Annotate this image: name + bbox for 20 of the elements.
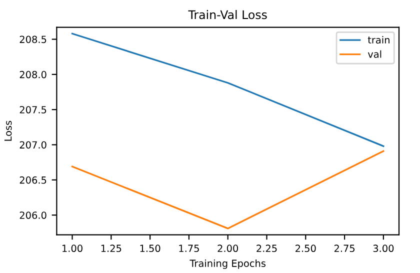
y-tick-label: 207.5 — [20, 106, 46, 114]
x-tick-label: 3.00 — [373, 244, 394, 252]
y-tick-label: 207.0 — [20, 141, 46, 149]
chart-title: Train-Val Loss — [188, 10, 267, 20]
x-tick-label: 1.50 — [140, 244, 160, 252]
y-tick-label: 206.5 — [20, 176, 46, 184]
x-axis-title: Training Epochs — [190, 259, 266, 269]
x-tick-label: 1.00 — [62, 244, 82, 252]
x-tick-label: 2.25 — [256, 244, 277, 252]
x-tick-label: 2.50 — [296, 244, 316, 252]
x-tick-label: 1.75 — [179, 244, 199, 252]
legend-label: val — [368, 50, 382, 58]
y-tick-label: 206.0 — [20, 212, 46, 219]
y-axis-title: Loss — [4, 120, 12, 141]
y-tick-label: 208.5 — [20, 36, 46, 44]
x-tick-label: 1.25 — [101, 244, 122, 252]
legend-label: train — [368, 36, 390, 44]
y-tick-label: 208.0 — [20, 70, 46, 78]
x-tick-label: 2.00 — [218, 244, 238, 252]
x-tick-label: 2.75 — [334, 244, 355, 252]
